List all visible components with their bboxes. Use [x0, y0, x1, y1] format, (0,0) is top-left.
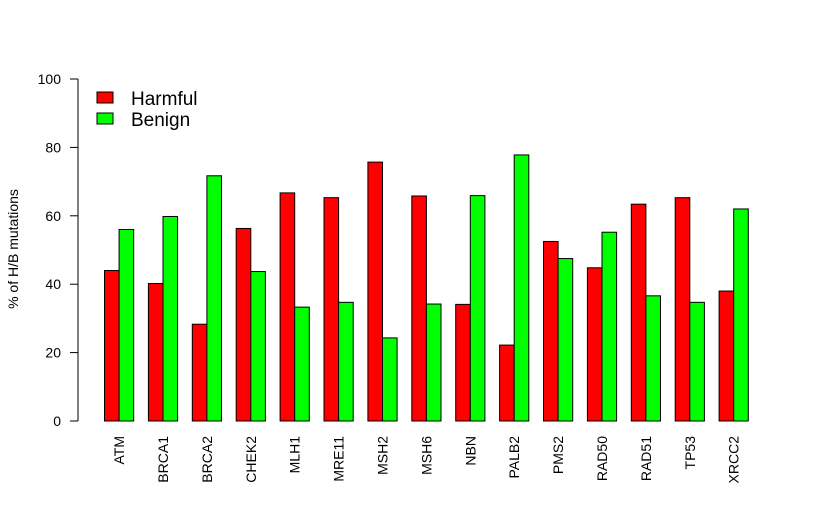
- bars: [104, 154, 749, 422]
- x-tick-labels: ATM BRCA1 BRCA2 CHEK2 MLH1 MRE11 MSH2 MSH6 NBN PA…: [111, 436, 742, 484]
- bar-harmful-mre11: [323, 197, 340, 422]
- legend-swatch: [96, 112, 114, 125]
- bar-benign-mlh1: [294, 306, 310, 422]
- x-tick-label: BRCA2: [199, 436, 215, 483]
- y-axis: 0 20 40 60 80 100: [38, 71, 79, 429]
- bar-benign-nbn: [469, 195, 486, 422]
- bar-benign-mre11: [338, 301, 354, 422]
- y-tick-label: 0: [53, 413, 61, 429]
- x-tick-label: PMS2: [550, 436, 566, 474]
- y-tick-label: 80: [45, 139, 61, 155]
- x-tick-label: ATM: [111, 436, 127, 465]
- x-tick-label: CHEK2: [243, 436, 259, 483]
- bar-benign-rad51: [645, 295, 662, 422]
- bar-benign-msh6: [425, 303, 442, 422]
- bar-benign-chek2: [250, 271, 266, 422]
- bar-harmful-pms2: [543, 240, 559, 422]
- legend-label: Benign: [131, 110, 190, 131]
- bar-harmful-tp53: [674, 197, 691, 422]
- x-tick-label: NBN: [462, 436, 478, 466]
- legend-swatch: [96, 91, 114, 104]
- x-tick-label: PALB2: [506, 436, 522, 479]
- bar-harmful-rad51: [630, 203, 647, 422]
- bar-harmful-msh6: [411, 195, 427, 422]
- bar-harmful-msh2: [367, 161, 383, 422]
- bar-benign-rad50: [601, 231, 618, 422]
- bar-benign-brca1: [162, 215, 179, 422]
- bar-benign-tp53: [689, 301, 705, 422]
- bar-harmful-xrcc2: [718, 290, 735, 422]
- bar-harmful-nbn: [455, 303, 471, 422]
- bar-benign-pms2: [557, 258, 574, 422]
- x-tick-label: MSH2: [375, 436, 391, 475]
- bar-harmful-atm: [104, 270, 120, 422]
- bar-harmful-brca2: [191, 323, 208, 422]
- bar-harmful-mlh1: [279, 192, 296, 422]
- y-tick-label: 40: [45, 276, 61, 292]
- x-tick-label: BRCA1: [155, 436, 171, 483]
- bar-benign-atm: [118, 228, 135, 422]
- x-tick-label: XRCC2: [726, 436, 742, 484]
- x-tick-label: RAD50: [594, 436, 610, 481]
- y-tick-label: 60: [45, 208, 61, 224]
- x-tick-label: MLH1: [287, 436, 303, 474]
- bar-benign-msh2: [382, 337, 398, 422]
- bar-harmful-palb2: [499, 344, 515, 422]
- y-tick-label: 100: [38, 71, 62, 87]
- bar-harmful-rad50: [586, 267, 603, 422]
- legend-label: Harmful: [131, 89, 198, 110]
- bar-harmful-chek2: [235, 227, 252, 422]
- y-tick-label: 20: [45, 345, 61, 361]
- bar-benign-palb2: [513, 154, 530, 422]
- x-tick-label: TP53: [682, 436, 698, 470]
- y-axis-label: % of H/B mutations: [5, 189, 21, 309]
- bar-benign-brca2: [206, 175, 222, 422]
- bar-benign-xrcc2: [733, 208, 749, 422]
- bar-harmful-brca1: [147, 283, 164, 422]
- x-tick-label: MRE11: [331, 436, 347, 482]
- x-tick-label: RAD51: [638, 436, 654, 481]
- x-tick-label: MSH6: [418, 436, 434, 475]
